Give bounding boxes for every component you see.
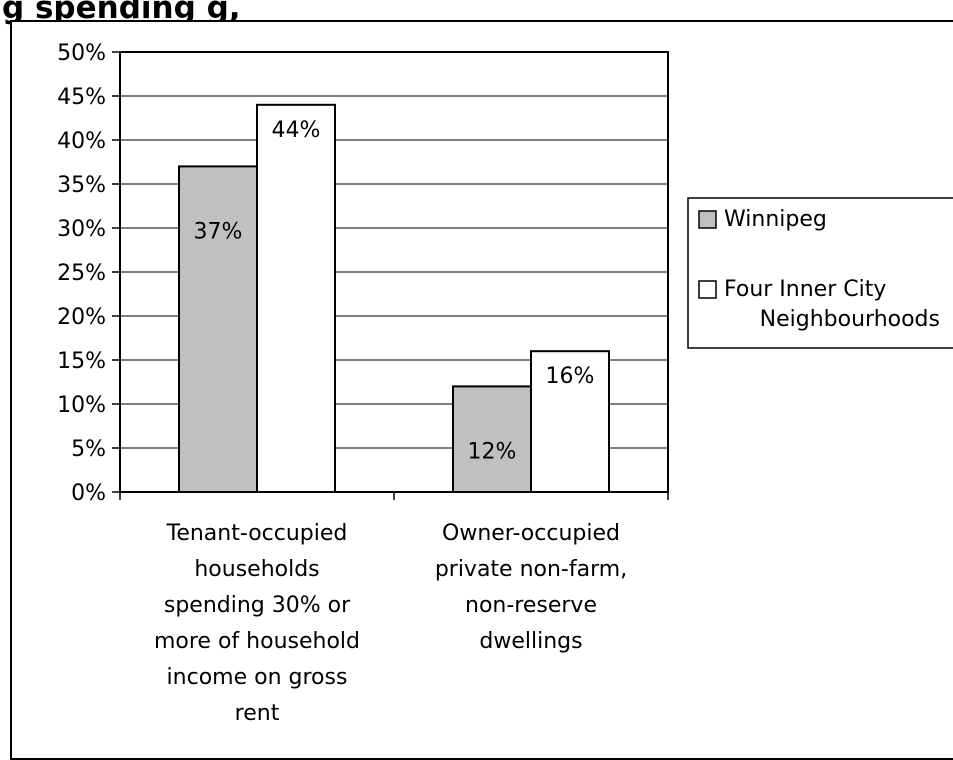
x-category-label: income on gross xyxy=(167,665,348,690)
y-tick-label: 45% xyxy=(57,85,106,110)
y-tick-label: 10% xyxy=(57,393,106,418)
data-label: 16% xyxy=(546,364,595,389)
x-category-label: non-reserve xyxy=(465,593,597,618)
legend-label: Winnipeg xyxy=(724,207,827,232)
legend-swatch xyxy=(698,280,717,299)
y-tick-label: 20% xyxy=(57,305,106,330)
axes: 0% 5% 10% 15% 20% 25% 30% 35% 40% 45% 50% Tenant-oc… xyxy=(57,41,669,726)
x-category-label: spending 30% or xyxy=(164,593,351,618)
bar-inner-city xyxy=(256,103,336,494)
y-tick-label: 0% xyxy=(71,481,106,506)
legend-label: Four Inner City xyxy=(724,277,886,302)
bars xyxy=(178,103,610,494)
x-category-label: Tenant-occupied xyxy=(166,521,348,546)
data-label: 37% xyxy=(194,219,243,244)
bar-chart: 0% 5% 10% 15% 20% 25% 30% 35% 40% 45% 50% Tenant-oc… xyxy=(57,41,953,726)
y-tick-label: 5% xyxy=(71,437,106,462)
x-category-label: households xyxy=(194,557,319,582)
x-category-label: more of household xyxy=(154,629,360,654)
y-tick-label: 50% xyxy=(57,41,106,66)
x-category-label: Owner-occupied xyxy=(442,521,620,546)
data-label: 44% xyxy=(272,118,321,143)
legend-label: Neighbourhoods xyxy=(760,307,940,332)
bar-winnipeg xyxy=(178,165,258,493)
x-category-label: rent xyxy=(235,701,280,726)
data-labels: 37% 44% 12% 16% xyxy=(194,118,595,465)
legend: Winnipeg Four Inner City Neighbourhoods xyxy=(687,197,953,349)
x-category-label: dwellings xyxy=(479,629,582,654)
x-category-label: private non-farm, xyxy=(435,557,627,582)
legend-box xyxy=(687,197,953,349)
y-tick-label: 30% xyxy=(57,217,106,242)
y-tick-label: 35% xyxy=(57,173,106,198)
legend-swatch xyxy=(698,210,717,229)
data-label: 12% xyxy=(468,439,517,464)
y-tick-label: 15% xyxy=(57,349,106,374)
y-tick-label: 40% xyxy=(57,129,106,154)
y-tick-label: 25% xyxy=(57,261,106,286)
